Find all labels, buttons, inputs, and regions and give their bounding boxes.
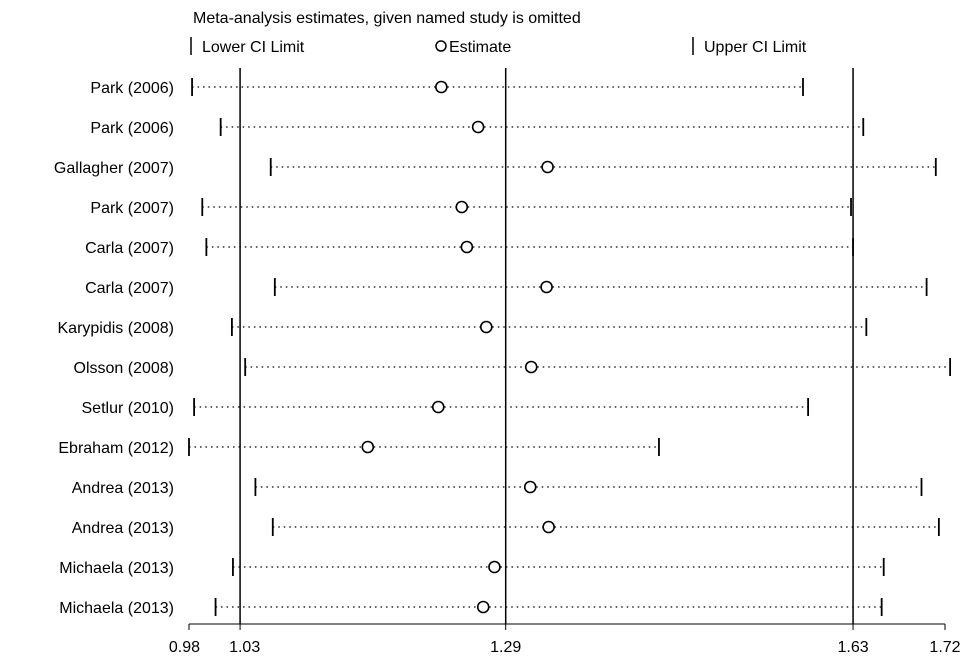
legend-estimate-label: Estimate [449, 39, 511, 56]
estimate-marker [524, 360, 538, 374]
estimate-marker [541, 160, 554, 174]
estimate-marker [471, 120, 485, 134]
estimate-marker [523, 480, 537, 494]
estimate-marker [431, 400, 445, 414]
study-label: Andrea (2013) [72, 520, 174, 537]
estimate-marker [540, 280, 553, 294]
study-label: Andrea (2013) [72, 480, 174, 497]
study-label: Michaela (2013) [59, 560, 174, 577]
x-tick-label: 1.29 [490, 639, 521, 656]
legend: Lower CI Limit Estimate Upper CI Limit [190, 37, 807, 56]
estimate-marker [455, 200, 469, 214]
legend-lower-label: Lower CI Limit [202, 39, 305, 56]
study-label: Olsson (2008) [74, 360, 175, 377]
plot-area: 0.98 1.03 1.29 1.63 1.72 Park (2006) Park (200… [54, 68, 961, 656]
estimate-marker [460, 240, 474, 254]
legend-upper-label: Upper CI Limit [704, 39, 807, 56]
study-label: Park (2007) [90, 200, 174, 217]
legend-estimate-marker [435, 40, 447, 52]
estimate-marker [435, 80, 448, 94]
study-label: Gallagher (2007) [54, 160, 174, 177]
x-tick-label: 1.72 [929, 639, 960, 656]
estimate-marker [361, 440, 375, 454]
x-tick-label: 1.63 [837, 639, 868, 656]
x-tick-label: 1.03 [229, 639, 260, 656]
estimate-marker [476, 600, 490, 614]
estimate-marker [479, 320, 493, 334]
study-label: Park (2006) [90, 120, 174, 137]
chart-title: Meta-analysis estimates, given named stu… [193, 10, 581, 27]
study-label: Michaela (2013) [59, 600, 174, 617]
study-label: Carla (2007) [85, 240, 174, 257]
study-label: Ebraham (2012) [58, 440, 174, 457]
study-label: Park (2006) [90, 80, 174, 97]
estimate-marker [542, 520, 555, 534]
x-tick-label: 0.98 [169, 639, 200, 656]
estimate-marker [488, 560, 501, 574]
study-label: Karypidis (2008) [58, 320, 175, 337]
study-label: Setlur (2010) [82, 400, 175, 417]
study-label: Carla (2007) [85, 280, 174, 297]
